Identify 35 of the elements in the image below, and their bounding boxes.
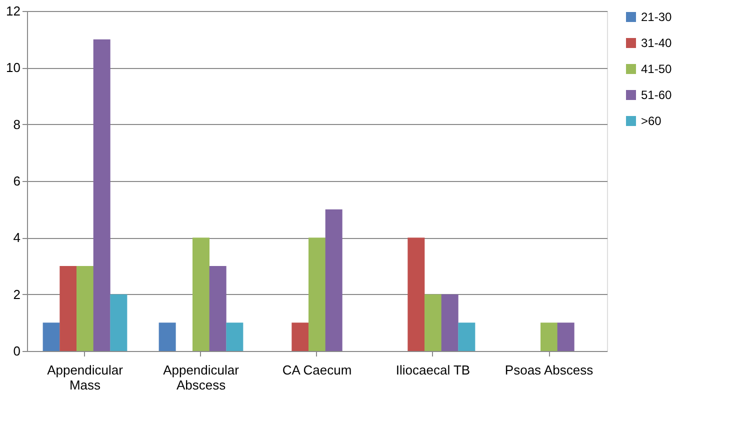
bar	[226, 322, 244, 351]
y-tick-label: 10	[6, 60, 20, 76]
y-tick-label: 0	[13, 344, 20, 358]
legend-label: 21-30	[641, 10, 672, 24]
bar	[192, 238, 210, 351]
bar	[540, 322, 558, 351]
bar	[308, 238, 326, 351]
bar	[110, 294, 128, 351]
x-tick-label: CA Caecum	[282, 362, 352, 378]
bar	[557, 322, 574, 351]
y-tick-label: 6	[13, 174, 20, 188]
bar	[42, 322, 60, 351]
x-tick-label: Psoas Abscess	[504, 362, 594, 378]
bar	[93, 39, 110, 351]
y-tick-label: 4	[13, 230, 20, 246]
y-tick-label: 12	[6, 4, 20, 18]
bar	[408, 238, 425, 351]
legend-label: 51-60	[641, 88, 672, 102]
bar	[325, 209, 342, 351]
y-tick-label: 8	[13, 116, 20, 132]
bar	[458, 322, 476, 351]
bar	[76, 266, 94, 351]
bar	[158, 322, 176, 351]
legend-label: 41-50	[641, 62, 672, 76]
y-tick-label: 2	[13, 286, 20, 302]
x-tick-label: Appendicular Abscess	[163, 362, 240, 392]
bar	[209, 266, 226, 351]
bar	[60, 266, 77, 351]
legend-label: 31-40	[641, 36, 672, 50]
bar	[441, 294, 458, 351]
bar	[424, 294, 442, 351]
x-tick-label: Appendicular Mass	[47, 362, 124, 392]
legend-label: >60	[641, 114, 662, 128]
x-tick-label: Iliocaecal TB	[396, 362, 470, 378]
bar	[292, 322, 309, 351]
